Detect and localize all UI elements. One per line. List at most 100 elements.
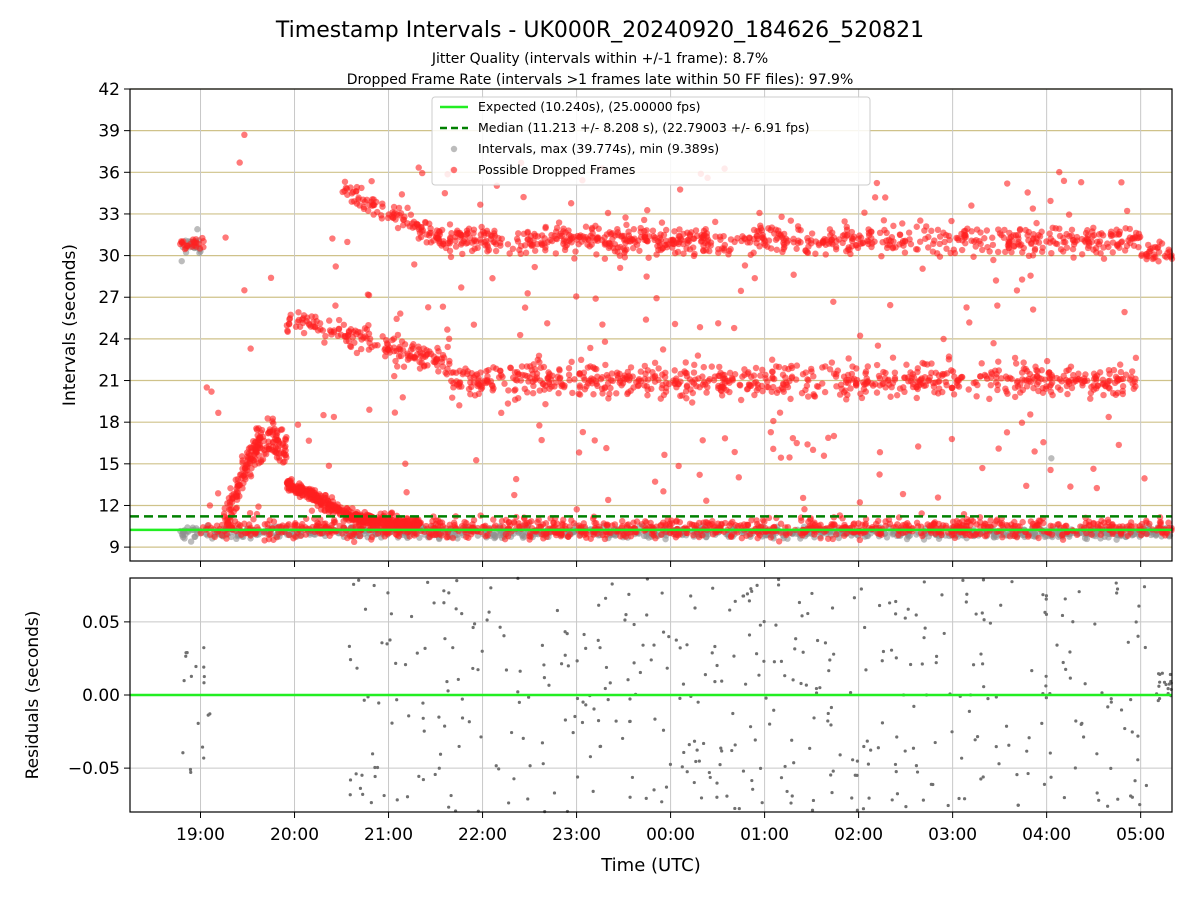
- dropped-frame-point: [284, 328, 291, 335]
- dropped-frame-point: [577, 356, 585, 364]
- residual-point: [432, 601, 436, 605]
- dropped-frame-point: [1112, 373, 1120, 381]
- interval-point: [178, 257, 185, 265]
- residual-point: [1129, 794, 1133, 798]
- dropped-frame-point: [560, 237, 567, 245]
- dropped-frame-point: [247, 471, 254, 478]
- dropped-frame-point: [936, 253, 944, 260]
- dropped-frame-point: [553, 228, 560, 235]
- dropped-frame-point: [521, 304, 529, 311]
- dropped-frame-point: [614, 225, 621, 233]
- dropped-frame-point: [809, 520, 816, 528]
- residual-point: [888, 601, 892, 605]
- dropped-frame-point: [810, 392, 818, 400]
- residual-point: [934, 654, 939, 658]
- dropped-frame-point: [659, 245, 666, 252]
- dropped-frame-point: [344, 238, 351, 246]
- residual-point: [793, 647, 797, 651]
- dropped-frame-point: [305, 437, 313, 444]
- dropped-frame-point: [741, 366, 748, 373]
- dropped-frame-point: [526, 536, 533, 543]
- residual-point: [950, 730, 954, 734]
- residual-point: [850, 796, 854, 800]
- dropped-frame-point: [1143, 251, 1150, 258]
- residual-point: [929, 782, 933, 786]
- dropped-frame-point: [888, 383, 895, 391]
- dropped-frame-point: [987, 517, 994, 524]
- dropped-frame-point: [830, 298, 837, 305]
- dropped-frame-point: [850, 520, 858, 527]
- dropped-frame-point: [891, 369, 899, 376]
- residual-point: [598, 646, 602, 650]
- dropped-frame-point: [608, 370, 616, 377]
- dropped-frame-point: [242, 529, 249, 537]
- dropped-frame-point: [538, 436, 545, 444]
- dropped-frame-point: [1106, 385, 1113, 392]
- residual-point: [912, 704, 916, 708]
- dropped-frame-point: [623, 221, 630, 229]
- residual-point: [390, 721, 394, 725]
- dropped-frame-point: [389, 214, 397, 222]
- dropped-frame-point: [829, 535, 837, 543]
- dropped-frame-point: [419, 169, 426, 177]
- residual-point: [815, 638, 820, 643]
- dropped-frame-point: [453, 229, 460, 236]
- dropped-frame-point: [868, 243, 875, 251]
- dropped-frame-point: [874, 342, 882, 349]
- residual-point: [202, 646, 206, 650]
- dropped-frame-point: [1100, 255, 1108, 262]
- dropped-frame-point: [1121, 308, 1128, 316]
- dropped-frame-point: [191, 239, 198, 246]
- dropped-frame-point: [1004, 390, 1011, 397]
- dropped-frame-point: [767, 428, 775, 436]
- residual-point: [826, 719, 830, 723]
- dropped-frame-point: [471, 392, 479, 399]
- dropped-frame-point: [865, 238, 872, 245]
- dropped-frame-point: [524, 290, 531, 297]
- dropped-frame-point: [786, 454, 793, 461]
- interval-point: [180, 529, 187, 537]
- dropped-frame-point: [1048, 249, 1055, 257]
- residual-point: [1133, 779, 1137, 783]
- dropped-frame-point: [247, 345, 254, 352]
- dropped-frame-point: [238, 475, 245, 482]
- dropped-frame-point: [1075, 370, 1082, 377]
- dropped-frame-point: [622, 214, 629, 221]
- dropped-frame-point: [444, 326, 451, 333]
- residual-point: [202, 665, 206, 669]
- dropped-frame-point: [406, 223, 413, 230]
- dropped-frame-point: [924, 361, 931, 368]
- residual-point: [1130, 730, 1134, 734]
- dropped-frame-point: [658, 531, 665, 538]
- dropped-frame-point: [328, 521, 336, 529]
- dropped-frame-point: [630, 226, 638, 233]
- residual-point: [604, 665, 609, 670]
- dropped-frame-point: [747, 251, 754, 258]
- dropped-frame-point: [206, 531, 214, 538]
- residual-point: [699, 796, 704, 800]
- dropped-frame-point: [495, 234, 502, 242]
- dropped-frame-point: [529, 389, 537, 397]
- dropped-frame-point: [651, 478, 659, 485]
- dropped-frame-point: [1018, 276, 1026, 283]
- dropped-frame-point: [994, 248, 1002, 256]
- dropped-frame-point: [467, 390, 474, 398]
- residual-point: [962, 797, 967, 801]
- dropped-frame-point: [415, 164, 422, 171]
- dropped-frame-point: [582, 223, 590, 230]
- residual-point: [1062, 795, 1066, 800]
- dropped-frame-point: [682, 388, 690, 395]
- residual-point: [894, 769, 898, 774]
- dropped-frame-point: [637, 233, 645, 241]
- dropped-frame-point: [1070, 379, 1077, 386]
- dropped-frame-point: [226, 498, 234, 506]
- dropped-frame-point: [782, 531, 790, 539]
- residual-point: [1040, 721, 1044, 726]
- dropped-frame-point: [1100, 380, 1107, 387]
- dropped-frame-point: [465, 534, 472, 541]
- residual-point: [880, 721, 885, 725]
- dropped-frame-point: [1084, 227, 1091, 234]
- dropped-frame-point: [208, 388, 215, 395]
- dropped-frame-point: [592, 520, 600, 527]
- dropped-frame-point: [1077, 179, 1085, 186]
